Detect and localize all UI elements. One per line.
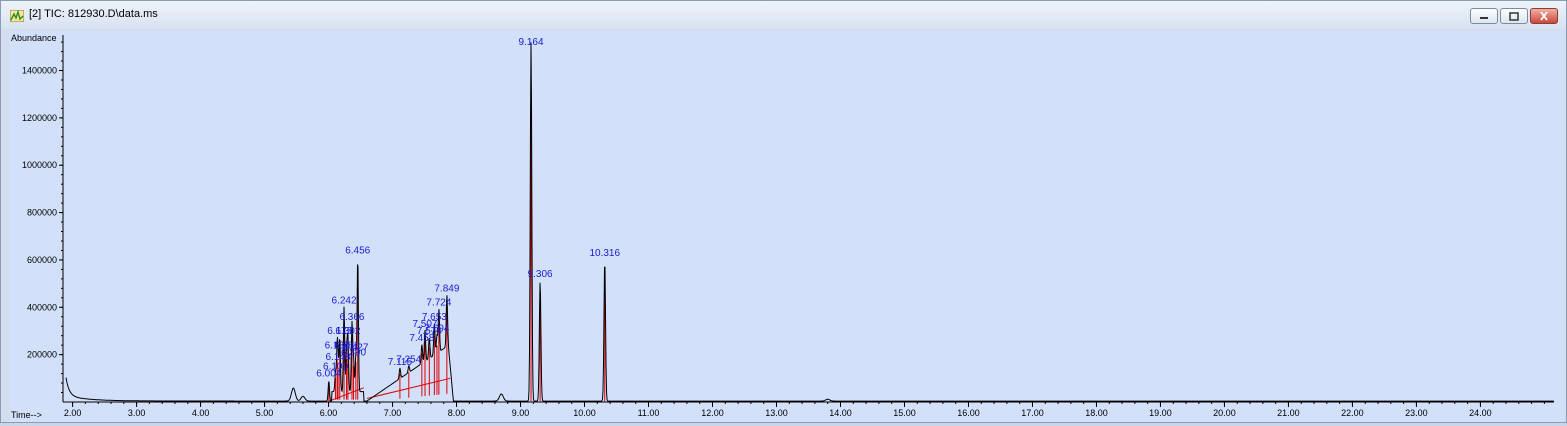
y-tick-label: 600000 <box>27 255 57 265</box>
title-bar[interactable]: [2] TIC: 812930.D\data.ms <box>1 1 1566 29</box>
plot-area[interactable]: Abundance Time--> 200000 400000 600000 8000… <box>9 31 1564 422</box>
x-tick-label: 7.00 <box>384 408 402 418</box>
y-tick-label: 800000 <box>27 208 57 218</box>
x-tick-label: 12.00 <box>701 408 724 418</box>
close-icon <box>1540 11 1548 21</box>
y-tick-label: 1200000 <box>22 113 57 123</box>
chromatogram-app-icon <box>10 10 24 22</box>
x-tick-label: 23.00 <box>1405 408 1428 418</box>
x-tick-label: 8.00 <box>448 408 466 418</box>
x-tick-label: 6.00 <box>320 408 338 418</box>
x-tick-label: 15.00 <box>893 408 916 418</box>
peak-label: 6.148 <box>326 352 351 363</box>
x-tick-label: 5.00 <box>256 408 274 418</box>
peak-label: 6.242 <box>332 295 357 306</box>
peak-label: 7.849 <box>434 283 459 294</box>
peak-label: 6.456 <box>345 246 370 257</box>
x-tick-label: 3.00 <box>128 408 146 418</box>
peak-label: 7.694 <box>424 324 449 335</box>
x-tick-label: 22.00 <box>1341 408 1364 418</box>
x-tick-label: 21.00 <box>1277 408 1300 418</box>
peak-label: 6.004 <box>316 369 341 380</box>
x-tick-label: 18.00 <box>1085 408 1108 418</box>
x-tick-label: 2.00 <box>64 408 82 418</box>
x-tick-label: 17.00 <box>1021 408 1044 418</box>
peak-label: 7.653 <box>422 312 447 323</box>
peak-label: 10.316 <box>589 248 620 259</box>
x-tick-label: 9.00 <box>512 408 530 418</box>
x-tick-label: 4.00 <box>192 408 210 418</box>
peak-label: 7.724 <box>426 298 451 309</box>
peak-label: 6.390 <box>341 347 366 358</box>
peak-label: 6.134 <box>325 340 350 351</box>
chromatogram-chart[interactable]: Abundance Time--> 200000 400000 600000 8000… <box>9 31 1564 422</box>
peak-label: 7.507 <box>412 319 437 330</box>
minimize-button[interactable] <box>1470 8 1498 24</box>
minimize-icon <box>1480 17 1488 19</box>
x-tick-label: 20.00 <box>1213 408 1236 418</box>
integration-marks <box>328 96 606 402</box>
close-button[interactable] <box>1530 8 1558 24</box>
peak-label: 6.302 <box>335 326 360 337</box>
y-axis-title: Abundance <box>11 33 57 43</box>
peak-label: 6.366 <box>339 312 364 323</box>
x-tick-label: 10.00 <box>573 408 596 418</box>
restore-button[interactable] <box>1500 8 1528 24</box>
peak-label: 9.306 <box>528 269 553 280</box>
peak-label: 9.164 <box>519 37 544 48</box>
window-title: [2] TIC: 812930.D\data.ms <box>29 8 158 20</box>
tic-trace-line <box>65 42 1554 402</box>
integration-baseline <box>328 387 364 402</box>
peak-label: 6.109 <box>323 362 348 373</box>
peak-label: 7.254 <box>396 354 421 365</box>
axes: 200000 400000 600000 800000 1000000 1200000 14… <box>22 35 1554 418</box>
peak-label: 7.115 <box>388 357 413 368</box>
integration-baseline <box>366 377 451 399</box>
x-tick-label: 13.00 <box>765 408 788 418</box>
x-tick-label: 11.00 <box>638 408 660 418</box>
y-tick-label: 1000000 <box>22 160 57 170</box>
tic-trace <box>65 42 1554 402</box>
peak-label: 7.574 <box>417 326 442 337</box>
y-tick-label: 200000 <box>27 350 57 360</box>
peak-label: 6.175 <box>327 326 352 337</box>
y-tick-label: 1400000 <box>22 66 57 76</box>
x-tick-label: 24.00 <box>1469 408 1492 418</box>
peak-label: 6.281 <box>334 340 359 351</box>
x-tick-label: 19.00 <box>1149 408 1172 418</box>
x-axis-title: Time--> <box>11 410 42 420</box>
peak-label: 7.458 <box>409 333 434 344</box>
window-controls <box>1470 8 1558 26</box>
peak-label: 6.427 <box>343 343 368 354</box>
x-tick-label: 16.00 <box>957 408 980 418</box>
restore-icon <box>1509 12 1519 21</box>
y-tick-label: 400000 <box>27 302 57 312</box>
x-tick-label: 14.00 <box>829 408 852 418</box>
